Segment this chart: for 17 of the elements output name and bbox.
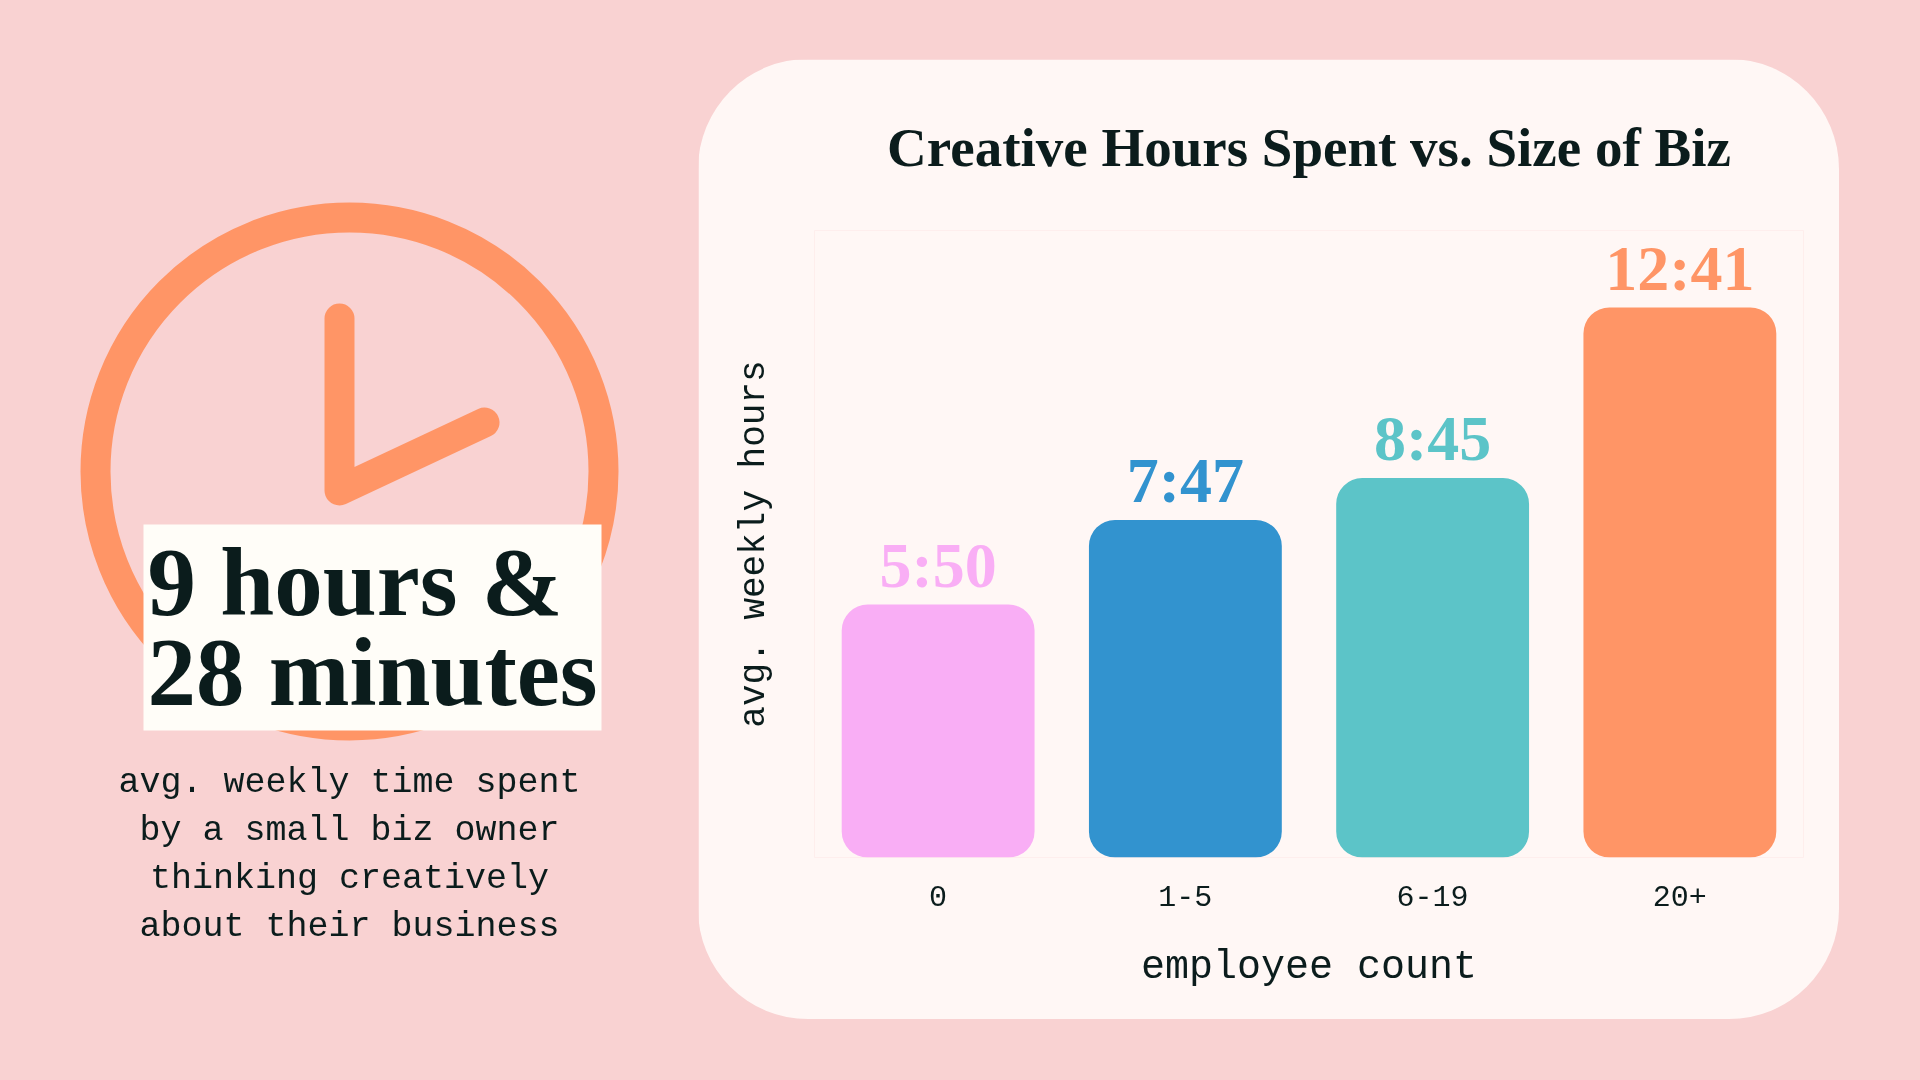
data-label: 12:41 (1605, 232, 1755, 304)
y-axis-title: avg. weekly hours (733, 360, 775, 728)
bar (1583, 307, 1777, 858)
data-label: 8:45 (1373, 403, 1492, 475)
bar (841, 604, 1035, 858)
text: 9 hours & 28 minutes (147, 528, 598, 727)
data-label: 5:50 (879, 529, 997, 601)
data-label: 7:47 (1126, 444, 1245, 516)
x-axis-title: employee count (1140, 944, 1478, 990)
bar (1336, 478, 1530, 858)
x-tick-label: 0 (929, 880, 948, 915)
x-tick-label: 20+ (1652, 880, 1707, 915)
x-tick-label: 1-5 (1158, 880, 1213, 915)
text: avg. weekly time spent by a small biz owner thinking creatively about their business (118, 762, 581, 947)
x-tick-label: 6-19 (1396, 880, 1469, 915)
chart-title: Creative Hours Spent vs. Size of Biz (887, 116, 1731, 178)
bar (1088, 519, 1282, 858)
